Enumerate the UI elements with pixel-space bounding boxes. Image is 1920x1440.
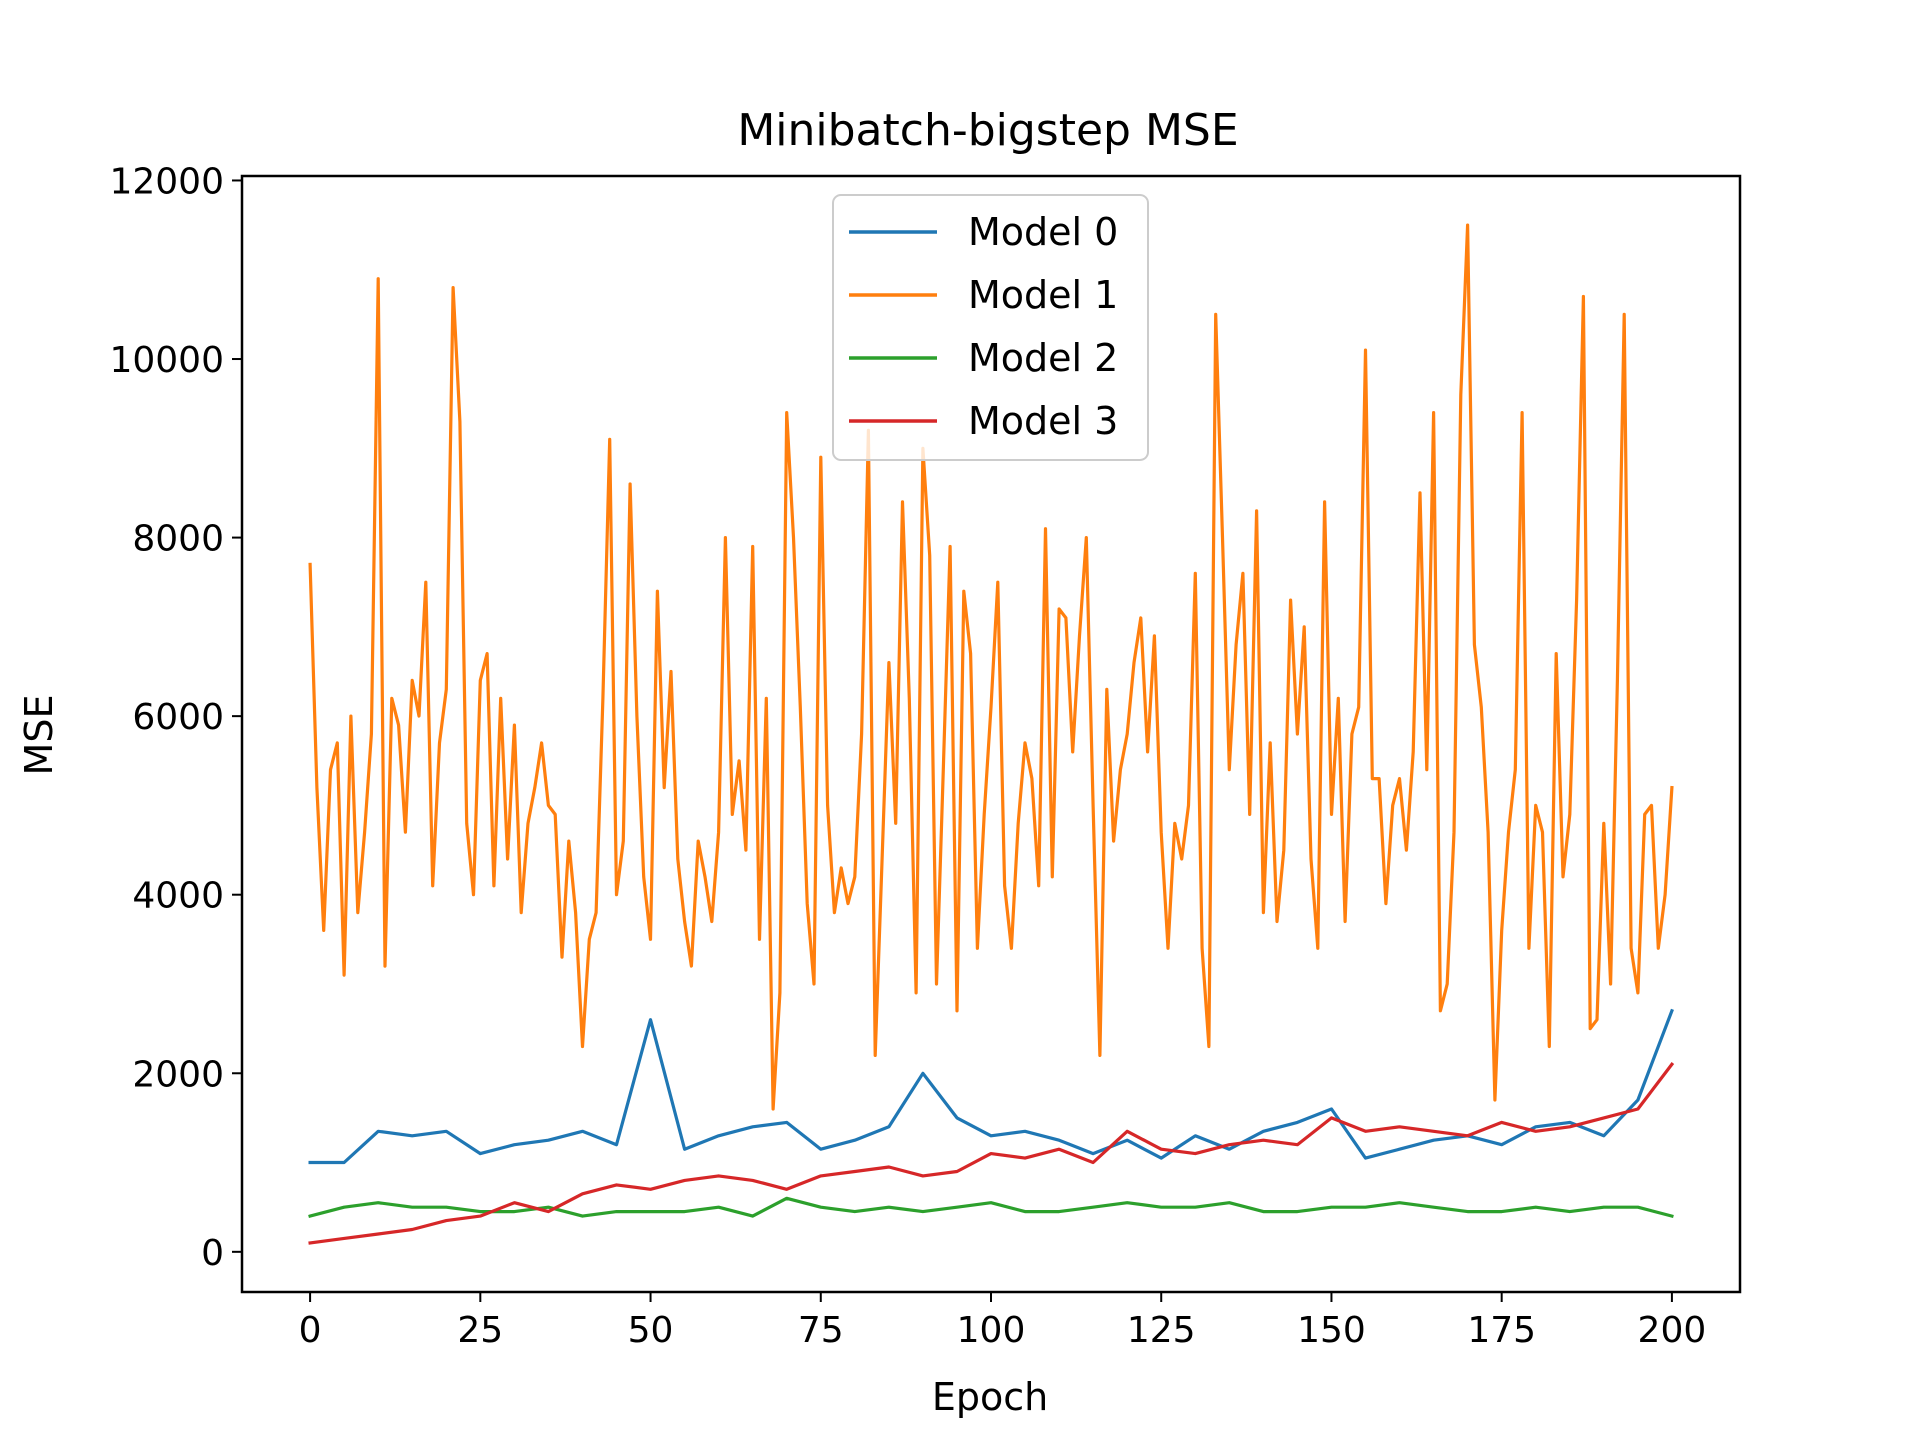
x-tick-label: 0 xyxy=(299,1310,322,1351)
y-tick-label: 10000 xyxy=(109,340,224,381)
x-tick-label: 75 xyxy=(798,1310,844,1351)
series-line-model-1 xyxy=(308,223,1674,1111)
x-axis-label: Epoch xyxy=(932,1375,1048,1419)
x-tick-label: 50 xyxy=(628,1310,674,1351)
legend-box xyxy=(832,194,1149,461)
chart-title: Minibatch-bigstep MSE xyxy=(737,105,1238,156)
x-tick-label: 200 xyxy=(1638,1310,1707,1351)
y-tick-label: 6000 xyxy=(132,697,224,738)
y-axis-label: MSE xyxy=(17,695,61,776)
y-tick-label: 12000 xyxy=(109,161,224,202)
x-tick-label: 175 xyxy=(1467,1310,1536,1351)
y-tick-label: 4000 xyxy=(132,876,224,917)
y-tick-label: 2000 xyxy=(132,1054,224,1095)
y-axis-ticks: 0 2000 4000 6000 8000 10000 12000 xyxy=(109,161,242,1274)
legend-label: Model 0 xyxy=(968,210,1118,254)
y-tick-label: 0 xyxy=(201,1233,224,1274)
legend-items: Model 0 Model 1 Model 2 Model 3 xyxy=(849,210,1118,443)
x-tick-label: 150 xyxy=(1297,1310,1366,1351)
legend: Model 0 Model 1 Model 2 Model 3 xyxy=(832,194,1149,461)
y-tick-label: 8000 xyxy=(132,519,224,560)
x-tick-label: 125 xyxy=(1127,1310,1196,1351)
series-layer xyxy=(308,223,1675,1245)
series-line-model-3 xyxy=(308,1062,1675,1245)
plot-area xyxy=(240,174,1742,1294)
legend-label: Model 3 xyxy=(968,399,1118,443)
x-tick-label: 100 xyxy=(957,1310,1026,1351)
x-axis-ticks: 0 25 50 75 100 125 150 175 200 xyxy=(299,1292,1707,1351)
legend-label: Model 1 xyxy=(968,273,1118,317)
legend-label: Model 2 xyxy=(968,336,1118,380)
x-tick-label: 25 xyxy=(457,1310,503,1351)
series-line-model-0 xyxy=(308,1008,1674,1165)
